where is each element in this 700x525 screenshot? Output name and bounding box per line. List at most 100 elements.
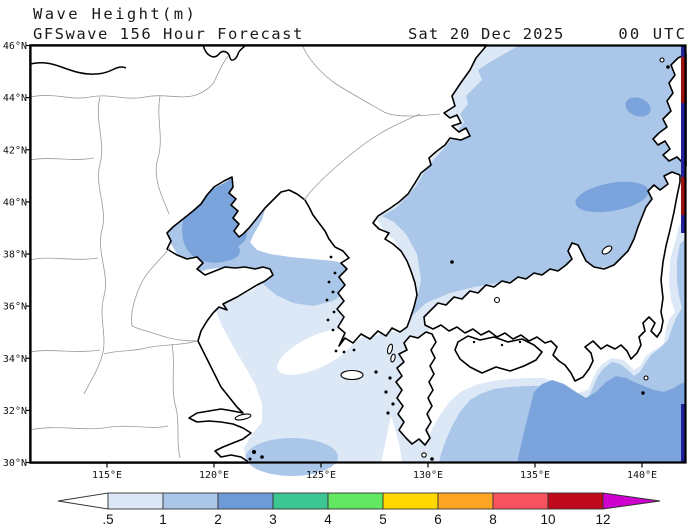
zhoushan-islet-2 [260,455,264,459]
sea-japan-2-3m-patch-north [625,97,651,117]
russia-china-border [29,61,127,75]
province-line-shanxi [83,96,106,395]
korea-south-islet-2 [352,348,356,352]
colorbar-label-8: 8 [489,512,497,525]
seto-islet-3 [518,340,522,344]
colorbar-label-1: 1 [159,512,167,525]
korea-west-islet-4 [325,298,329,302]
korea-south-islet-1 [342,350,346,354]
seto-islet-1 [472,340,476,344]
izu-island-1 [643,375,649,381]
province-line-north [29,55,229,99]
colorbar: .5 1 2 3 4 5 6 8 10 12 [57,492,661,525]
province-line-west-2 [29,257,99,261]
colorbar-seg-4-5 [327,492,384,510]
province-line-west-1 [29,157,95,161]
latitude-labels: 46°N 44°N 42°N 40°N 38°N 36°N 34°N 32°N … [3,41,27,469]
lon-label-130e: 130°E [413,470,443,481]
korea-west-islet-3 [332,310,336,314]
province-line-hebei [155,95,170,215]
hokkaido-coast [652,53,687,167]
izu-island-2 [641,391,645,395]
tsushima-island-south [390,353,396,363]
jeju-island [340,369,364,381]
boundaries [29,44,441,459]
colorbar-seg-05-1 [107,492,164,510]
lat-label-40n: 40°N [3,197,27,208]
colorbar-seg-1-2 [162,492,219,510]
zhoushan-islet-1 [252,450,256,454]
domain-edge-stripe [681,45,686,463]
korea-west-islet-1 [331,328,335,332]
province-line-shandong-west [131,247,198,342]
colorbar-label-2: 2 [214,512,222,525]
colorbar-seg-5-6 [382,492,439,510]
lat-label-44n: 44°N [3,93,27,104]
edge-stripe-red-1 [681,57,686,103]
kyushu-west-islet-4 [386,411,390,415]
colorbar-label-05: .5 [102,512,113,525]
oki-island [493,296,501,304]
edge-stripe-red-2 [681,177,686,215]
kyushu-west-islet-2 [384,390,388,394]
edge-stripe-navy-2 [681,103,686,177]
shikoku-coast [454,335,543,374]
lat-label-42n: 42°N [3,145,27,156]
tsushima-island [386,343,394,355]
lat-label-38n: 38°N [3,250,27,261]
korea-west-islet-2 [326,318,330,322]
lon-label-135e: 135°E [520,470,550,481]
korea-west-islet-7 [333,271,337,275]
colorbar-label-6: 6 [434,512,442,525]
ulleung-island [450,260,454,264]
colorbar-label-3: 3 [269,512,277,525]
lat-label-46n: 46°N [3,41,27,52]
mainland-asia-coast [29,44,488,464]
lon-label-125e: 125°E [306,470,336,481]
colorbar-seg-10-12 [547,492,604,510]
province-line-west-3 [29,349,101,353]
page-title: Wave Height(m) [33,5,197,23]
province-line-yalu-border [303,113,421,201]
colorbar-seg-8-10 [492,492,549,510]
colorbar-label-10: 10 [540,512,555,525]
lon-label-115e: 115°E [92,470,122,481]
lon-label-140e: 140°E [627,470,657,481]
sea-japan-2-3m-patch-coastal [575,181,649,213]
axis-ticks [25,44,643,468]
edge-stripe-navy-3 [681,215,686,233]
longitude-labels: 115°E 120°E 125°E 130°E 135°E 140°E [92,470,657,481]
coastlines [29,44,687,464]
pacific-2-3m-region [517,376,686,463]
edge-stripe-navy-1 [681,45,686,57]
border-river-squiggle [202,44,247,61]
rishiri-island [659,57,665,63]
colorbar-label-5: 5 [379,512,387,525]
zhoushan-islet-3 [248,457,252,461]
forecast-time: 00 UTC [618,25,687,43]
sado-island [601,245,613,255]
kyushu-coast [395,331,437,446]
province-line-manchuria [301,44,441,117]
colorbar-right-arrow [602,492,661,510]
yakushima-island [430,457,434,461]
lat-label-34n: 34°N [3,354,27,365]
colorbar-seg-6-8 [437,492,494,510]
kyushu-west-islet-1 [388,376,392,380]
kyushu-west-islet-3 [391,402,395,406]
rebun-island [666,65,670,69]
lat-label-32n: 32°N [3,406,27,417]
korea-west-islet-5 [331,290,335,294]
korea-west-islet-8 [329,255,333,259]
lon-label-120e: 120°E [199,470,229,481]
korea-west-islet-6 [327,280,331,284]
forecast-subtitle: GFSwave 156 Hour Forecast [33,25,304,43]
forecast-date: Sat 20 Dec 2025 [408,25,564,43]
east-china-sea-1-2m-patch [246,438,338,476]
colorbar-seg-3-4 [272,492,329,510]
honshu-coast [423,171,681,382]
seto-islet-2 [500,343,504,347]
colorbar-label-4: 4 [324,512,332,525]
